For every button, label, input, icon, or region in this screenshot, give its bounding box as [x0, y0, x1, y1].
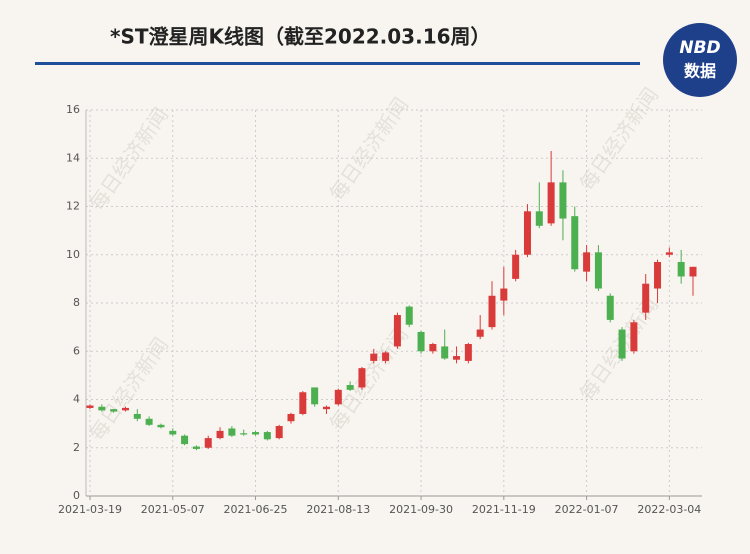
candle-body [311, 387, 319, 405]
candle-body [665, 252, 673, 255]
candle-body [192, 446, 200, 449]
x-tick-label: 2021-03-19 [58, 503, 122, 516]
y-tick-label: 14 [66, 151, 80, 164]
candle-body [228, 428, 236, 436]
candle-body [594, 252, 602, 289]
candle-body [110, 409, 118, 412]
x-tick-label: 2021-06-25 [224, 503, 288, 516]
candle-body [98, 406, 106, 411]
logo-top: NBD [679, 38, 720, 58]
y-tick-label: 0 [73, 489, 80, 502]
candle-body [275, 426, 283, 439]
x-tick-label: 2021-11-19 [472, 503, 536, 516]
candle-body [429, 344, 437, 352]
candle-body [405, 306, 413, 325]
candle-body [263, 432, 271, 440]
y-tick-label: 2 [73, 441, 80, 454]
candle-body [287, 413, 295, 422]
candle-body [535, 211, 543, 226]
x-tick-label: 2021-05-07 [141, 503, 205, 516]
candle-body [559, 182, 567, 219]
candle-body [133, 413, 141, 419]
candle-body [382, 352, 390, 361]
candle-body [606, 295, 614, 320]
candle-body [322, 406, 330, 410]
logo-bottom: 数据 [684, 62, 716, 81]
x-tick-label: 2021-09-30 [389, 503, 453, 516]
y-tick-label: 4 [73, 393, 80, 406]
y-tick-label: 10 [66, 248, 80, 261]
candle-body [476, 329, 484, 337]
candle-body [358, 368, 366, 388]
candle-body [334, 389, 342, 405]
title-underline [35, 62, 640, 65]
y-tick-label: 12 [66, 200, 80, 213]
candle-body [488, 295, 496, 328]
candle-body [441, 346, 449, 359]
candle-body [240, 433, 248, 435]
candle-body [86, 405, 94, 408]
candle-body [169, 430, 177, 435]
x-tick-label: 2021-08-13 [306, 503, 370, 516]
candle-body [252, 432, 260, 435]
chart-title: *ST澄星周K线图（截至2022.03.16周） [110, 25, 491, 49]
candle-body [346, 385, 354, 390]
watermark: 每日经济新闻 [85, 333, 173, 445]
candle-body [642, 283, 650, 313]
watermark: 每日经济新闻 [85, 103, 173, 215]
candle-body [393, 315, 401, 347]
candle-body [571, 216, 579, 270]
candle-body [547, 182, 555, 224]
watermark: 每日经济新闻 [575, 83, 663, 195]
candle-body [370, 353, 378, 361]
candle-body [583, 252, 591, 272]
candle-body [181, 435, 189, 445]
candle-body [121, 407, 129, 411]
candle-body [500, 288, 508, 301]
candle-body [630, 322, 638, 352]
candle-body [417, 331, 425, 352]
candle-body [204, 438, 212, 448]
y-tick-label: 16 [66, 103, 80, 116]
candle-body [512, 254, 520, 279]
candle-body [299, 392, 307, 414]
candle-body [453, 356, 461, 360]
candle-body [677, 261, 685, 277]
logo-circle [663, 23, 737, 97]
candle-body [145, 418, 153, 425]
candle-body [618, 329, 626, 359]
candle-body [523, 211, 531, 255]
candle-body [464, 344, 472, 361]
y-tick-label: 8 [73, 296, 80, 309]
x-tick-label: 2022-03-04 [637, 503, 701, 516]
candle-body [157, 424, 165, 428]
candle-body [216, 430, 224, 439]
candle-body [689, 266, 697, 277]
x-tick-label: 2022-01-07 [555, 503, 619, 516]
y-tick-label: 6 [73, 344, 80, 357]
candle-body [654, 261, 662, 289]
